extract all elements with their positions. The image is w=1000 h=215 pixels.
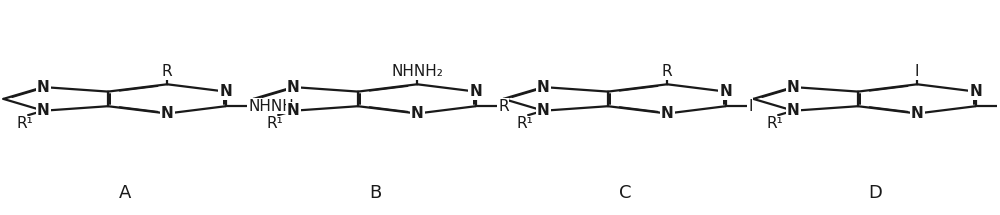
Text: I: I [915,64,919,79]
Text: R: R [498,99,509,114]
Text: R¹: R¹ [517,116,533,131]
Text: N: N [719,84,732,99]
Text: D: D [868,184,882,202]
Text: NHNH₂: NHNH₂ [248,99,300,114]
Text: N: N [969,84,982,99]
Text: NHNH₂: NHNH₂ [391,64,443,79]
Text: N: N [469,84,482,99]
Text: R¹: R¹ [267,116,283,131]
Text: N: N [37,80,50,95]
Text: I: I [748,99,753,114]
Text: N: N [161,106,174,121]
Text: N: N [787,103,800,118]
Text: N: N [537,80,550,95]
Text: N: N [287,80,300,95]
Text: N: N [661,106,674,121]
Text: R: R [998,99,1000,114]
Text: N: N [787,80,800,95]
Text: N: N [37,103,50,118]
Text: B: B [369,184,381,202]
Text: R¹: R¹ [767,116,783,131]
Text: N: N [537,103,550,118]
Text: R: R [162,64,172,79]
Text: C: C [619,184,631,202]
Text: N: N [411,106,424,121]
Text: A: A [119,184,131,202]
Text: N: N [911,106,924,121]
Text: N: N [287,103,300,118]
Text: R¹: R¹ [17,116,33,131]
Text: N: N [219,84,232,99]
Text: R: R [662,64,672,79]
